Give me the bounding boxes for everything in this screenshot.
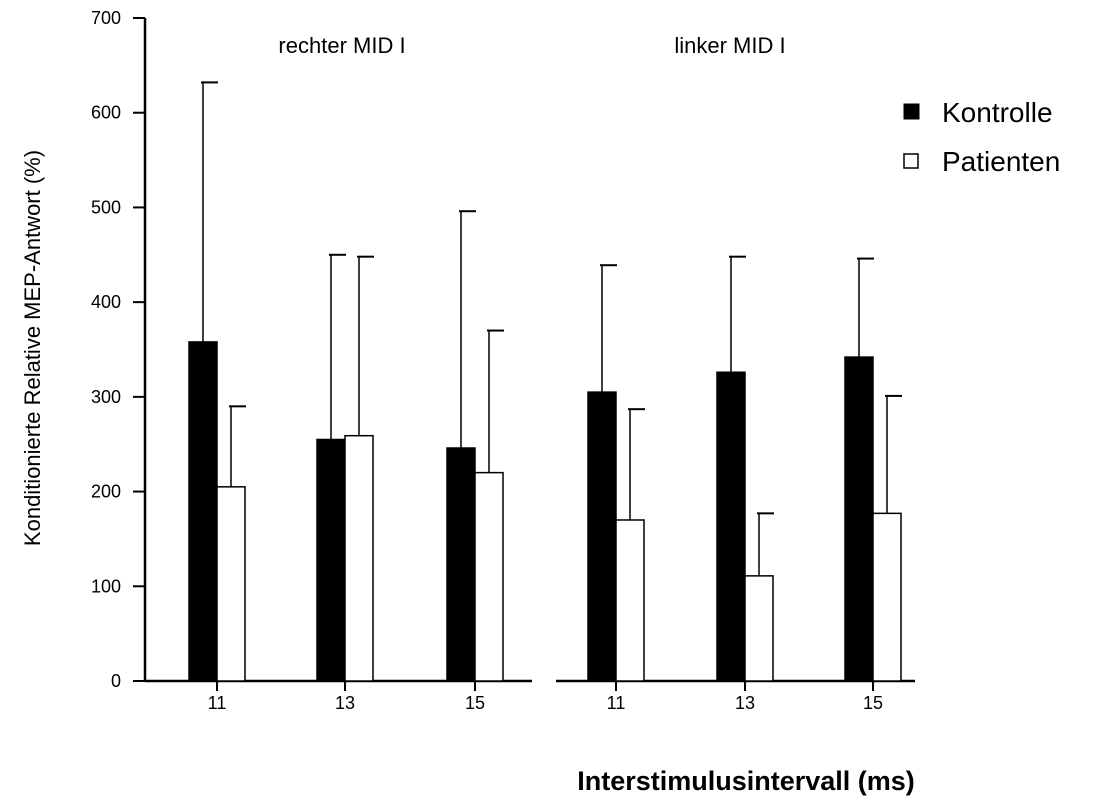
y-axis: 0 100 200 300 400 500 600 700 xyxy=(91,8,147,691)
legend-label-kontrolle: Kontrolle xyxy=(942,97,1053,128)
panel-label: rechter MID I xyxy=(278,33,405,58)
bar-kontrolle-15 xyxy=(844,356,874,682)
panel-labels: rechter MID I linker MID I xyxy=(278,33,785,58)
bar-patienten-13 xyxy=(344,434,374,682)
legend-swatch-patienten xyxy=(903,153,919,169)
bar-kontrolle-15 xyxy=(446,447,476,682)
bar-kontrolle-11 xyxy=(587,391,617,682)
y-tick-label: 0 xyxy=(111,671,121,691)
y-axis-title: Konditionierte Relative MEP-Antwort (%) xyxy=(20,150,45,546)
panel-label: linker MID I xyxy=(674,33,785,58)
legend-label-patienten: Patienten xyxy=(942,146,1060,177)
bar-patienten-11 xyxy=(615,519,645,682)
y-tick-label: 700 xyxy=(91,8,121,28)
bar-kontrolle-11 xyxy=(188,341,218,682)
x-tick-label: 15 xyxy=(465,693,485,713)
bars xyxy=(188,81,902,682)
x-axis: 11 13 15 11 13 15 xyxy=(145,679,915,713)
y-tick-label: 500 xyxy=(91,197,121,217)
legend: Kontrolle Patienten xyxy=(903,97,1060,177)
x-tick-label: 13 xyxy=(735,693,755,713)
x-tick-label: 15 xyxy=(863,693,883,713)
x-axis-title: Interstimulusintervall (ms) xyxy=(577,766,915,796)
y-tick-label: 300 xyxy=(91,387,121,407)
y-tick-label: 600 xyxy=(91,103,121,123)
bar-kontrolle-13 xyxy=(716,371,746,682)
bar-patienten-15 xyxy=(474,471,504,682)
x-tick-label: 11 xyxy=(607,693,626,713)
x-tick-label: 11 xyxy=(208,693,227,713)
x-tick-label: 13 xyxy=(335,693,355,713)
y-tick-label: 400 xyxy=(91,292,121,312)
y-tick-label: 200 xyxy=(91,482,121,502)
bar-patienten-15 xyxy=(872,512,902,682)
y-tick-label: 100 xyxy=(91,576,121,596)
legend-swatch-kontrolle xyxy=(903,103,920,120)
bar-patienten-11 xyxy=(216,486,246,682)
bar-patienten-13 xyxy=(744,575,774,682)
bar-kontrolle-13 xyxy=(316,438,346,682)
